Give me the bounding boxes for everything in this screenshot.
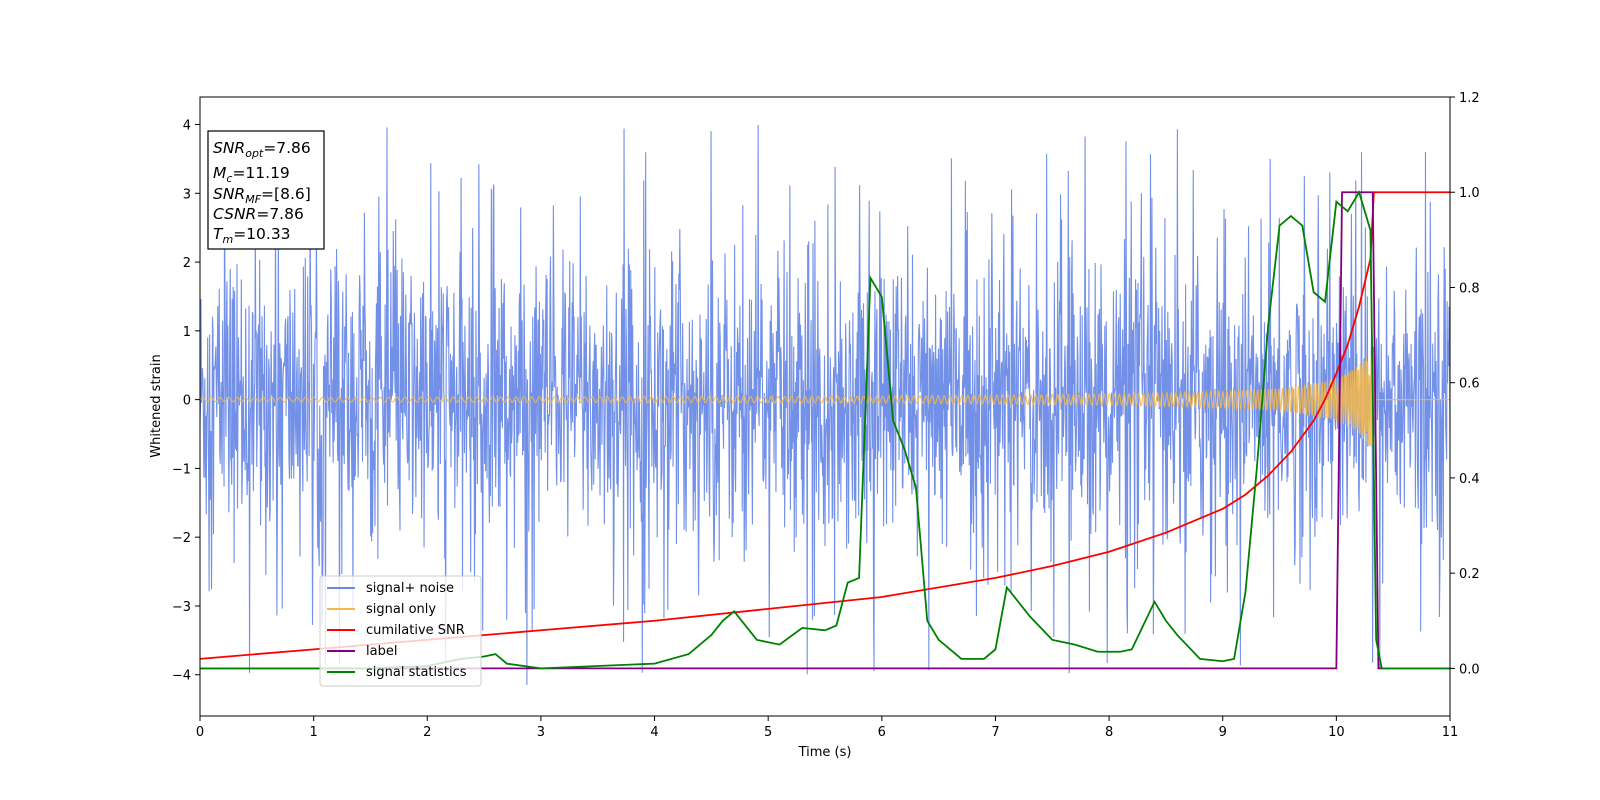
y-axis-right: 1.2 1.0 0.8 0.6 0.4 0.2 0.0 (1450, 91, 1480, 677)
legend-label-signal-statistics: signal statistics (366, 665, 467, 680)
x-tick-label: 3 (537, 725, 545, 740)
legend-label-signal-only: signal only (366, 602, 436, 617)
axes-frame (199, 96, 1451, 717)
y-left-tick-label: 0 (183, 394, 191, 409)
series-signal-statistics (200, 190, 1450, 670)
y-left-tick-label: −2 (172, 531, 191, 546)
annotation-snr-mf: SNRMF=[8.6] (213, 185, 311, 206)
y-left-tick-label: 1 (183, 325, 191, 340)
series-group (200, 125, 1450, 686)
x-tick-label: 1 (309, 725, 317, 740)
x-axis-label: Time (s) (798, 745, 852, 760)
legend-label-cumulative-snr: cumilative SNR (366, 623, 465, 638)
y-right-tick-label: 0.4 (1459, 472, 1480, 487)
x-tick-label: 10 (1328, 725, 1345, 740)
legend-label-signal-noise: signal+ noise (366, 581, 454, 596)
y-axis-label: Whitened strain (149, 354, 164, 457)
x-tick-label: 9 (1219, 725, 1227, 740)
y-left-tick-label: −1 (172, 462, 191, 477)
annotation-snr-opt: SNRopt=7.86 (213, 139, 311, 160)
x-tick-label: 7 (991, 725, 999, 740)
y-left-tick-label: −4 (172, 669, 191, 684)
y-right-tick-label: 0.6 (1459, 377, 1480, 392)
x-tick-label: 4 (650, 725, 658, 740)
x-tick-label: 6 (878, 725, 886, 740)
y-right-tick-label: 0.0 (1459, 662, 1480, 677)
y-left-tick-label: 4 (183, 119, 191, 134)
y-right-tick-label: 0.8 (1459, 281, 1480, 296)
x-axis: 0 1 2 3 4 5 6 7 8 9 10 11 (196, 716, 1458, 740)
annotation-chirp-mass: Mc=11.19 (213, 164, 290, 185)
y-left-tick-label: −3 (172, 600, 191, 615)
legend-frame (319, 575, 482, 687)
plot-area (200, 125, 1450, 686)
y-right-tick-label: 1.2 (1459, 91, 1480, 106)
y-left-tick-label: 3 (183, 187, 191, 202)
series-signal-only (200, 352, 1450, 447)
y-axis-left: 4 3 2 1 0 −1 −2 −3 −4 (172, 119, 200, 684)
annotation-box-frame (207, 130, 325, 250)
x-tick-label: 2 (423, 725, 431, 740)
y-left-tick-label: 2 (183, 256, 191, 271)
y-right-tick-label: 1.0 (1459, 186, 1480, 201)
legend: signal+ noise signal only cumilative SNR… (319, 575, 482, 687)
x-tick-label: 8 (1105, 725, 1113, 740)
x-tick-label: 11 (1442, 725, 1459, 740)
x-tick-label: 5 (764, 725, 772, 740)
x-tick-label: 0 (196, 725, 204, 740)
y-right-tick-label: 0.2 (1459, 567, 1480, 582)
annotation-merger-time: Tm=10.33 (213, 225, 291, 246)
annotation-box: SNRopt=7.86 Mc=11.19 SNRMF=[8.6] CSNR=7.… (207, 130, 325, 250)
legend-label-label: label (366, 644, 397, 659)
series-cumulative-snr (200, 191, 1450, 660)
annotation-csnr: CSNR=7.86 (213, 205, 304, 223)
series-signal-noise (200, 125, 1450, 686)
